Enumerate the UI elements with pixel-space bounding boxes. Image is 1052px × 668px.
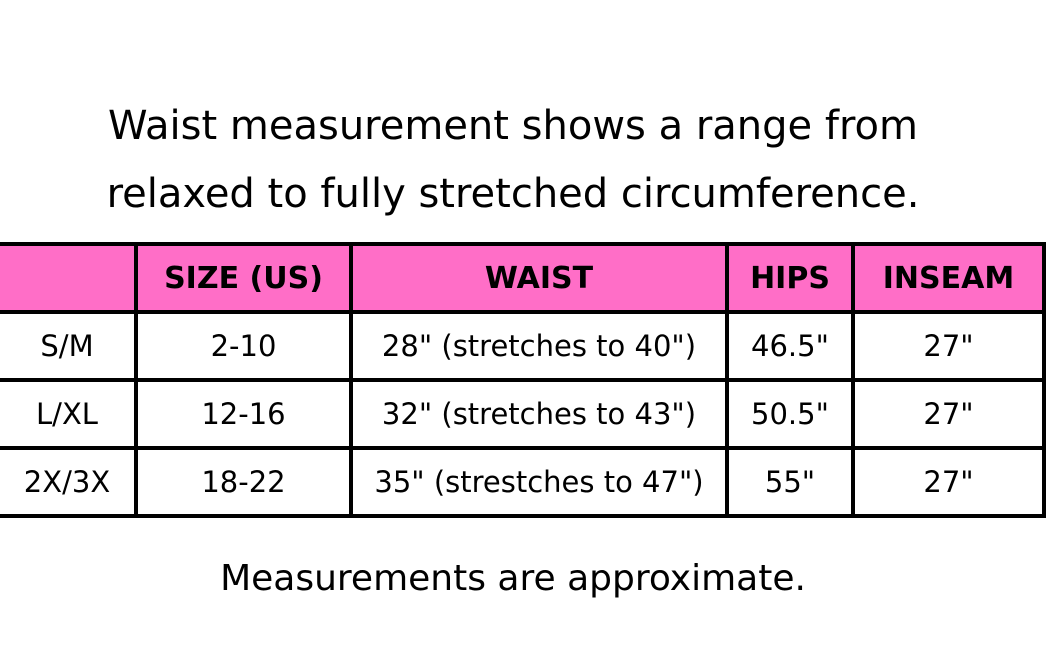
table-cell: 32" (stretches to 43") [349, 378, 729, 450]
heading: Waist measurement shows a range from rel… [0, 92, 1026, 228]
header-cell: WAIST [349, 242, 729, 314]
table-row: S/M 2-10 28" (stretches to 40") 46.5" 27" [0, 310, 1046, 382]
table-cell: S/M [0, 310, 138, 382]
header-cell: HIPS [725, 242, 855, 314]
table-cell: 28" (stretches to 40") [349, 310, 729, 382]
header-cell: INSEAM [851, 242, 1046, 314]
header-row: SIZE (US) WAIST HIPS INSEAM [0, 242, 1046, 314]
table-cell: L/XL [0, 378, 138, 450]
heading-line: Waist measurement shows a range from [108, 103, 918, 149]
heading-line: relaxed to fully stretched circumference… [106, 171, 920, 217]
table-cell: 2-10 [134, 310, 353, 382]
table-cell: 46.5" [725, 310, 855, 382]
header-cell-empty [0, 242, 138, 314]
table-cell: 50.5" [725, 378, 855, 450]
table-cell: 27" [851, 310, 1046, 382]
table-cell: 27" [851, 378, 1046, 450]
table-cell: 18-22 [134, 446, 353, 518]
table-row: 2X/3X 18-22 35" (strestches to 47") 55" 27" [0, 446, 1046, 518]
table-row: L/XL 12-16 32" (stretches to 43") 50.5" 27" [0, 378, 1046, 450]
table-cell: 12-16 [134, 378, 353, 450]
header-cell: SIZE (US) [134, 242, 353, 314]
table-cell: 35" (strestches to 47") [349, 446, 729, 518]
size-table: SIZE (US) WAIST HIPS INSEAM S/M 2-10 28" (str… [0, 242, 1046, 518]
table-cell: 27" [851, 446, 1046, 518]
table-cell: 55" [725, 446, 855, 518]
table-body: S/M 2-10 28" (stretches to 40") 46.5" 27" L/X… [0, 310, 1046, 518]
footer-note: Measurements are approximate. [220, 558, 806, 599]
table-cell: 2X/3X [0, 446, 138, 518]
